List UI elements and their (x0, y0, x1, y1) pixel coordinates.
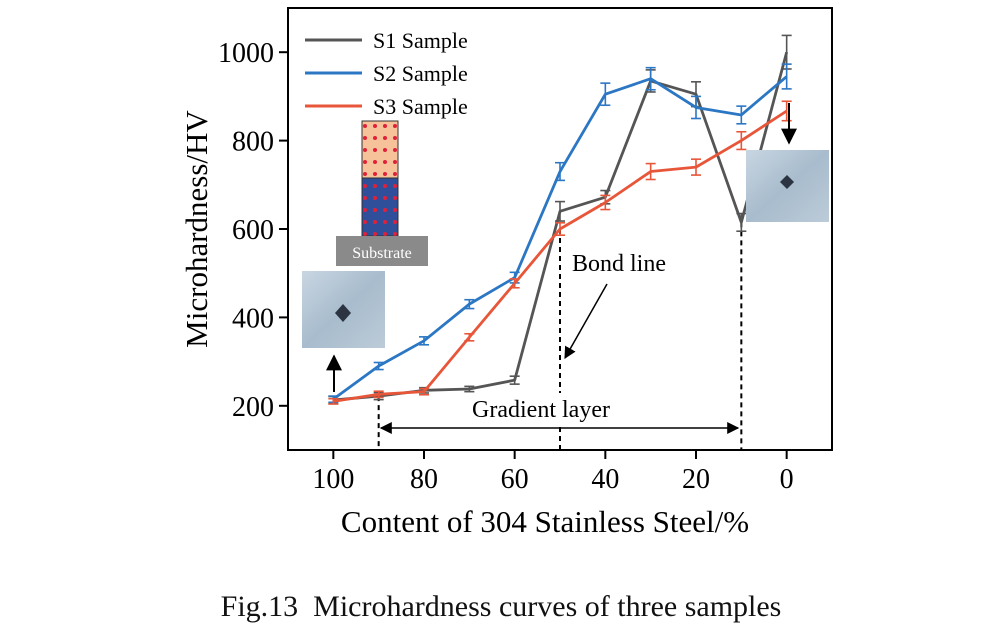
series-layer (328, 34, 792, 405)
error-bar-s3-x100 (328, 397, 339, 405)
x-tick-label-60: 60 (501, 464, 529, 495)
series-3 (328, 100, 792, 405)
x-axis-label: Content of 304 Stainless Steel/% (341, 504, 749, 539)
substrate-label: Substrate (352, 245, 412, 262)
indent-mark-left (335, 304, 351, 322)
micrograph-left (302, 271, 385, 348)
error-bar-s3-x80 (419, 387, 429, 396)
error-bar-s2-x70 (464, 298, 475, 310)
x-tick-label-80: 80 (410, 464, 438, 495)
error-bar-s3-x70 (464, 332, 475, 342)
sample-schematic: Substrate (336, 120, 428, 266)
bond-line-arrow (564, 283, 608, 360)
y-tick-label-800: 800 (232, 127, 274, 158)
error-bar-s3-x20 (691, 158, 701, 176)
y-axis-ticks: 200 400 600 800 1000 (218, 38, 288, 423)
x-tick-label-100: 100 (312, 464, 354, 495)
y-tick-label-600: 600 (232, 215, 274, 246)
legend-label-s3: S3 Sample (373, 94, 468, 119)
caption-label: Fig.13 (220, 590, 299, 623)
error-bar-s2-x50 (555, 161, 565, 182)
error-bar-s2-x90 (373, 361, 384, 371)
error-bar-s1-x50 (555, 200, 565, 222)
error-bar-s3-x0 (781, 100, 792, 122)
schematic-top-dots (362, 121, 398, 178)
error-bar-s3-x90 (373, 390, 384, 399)
error-bar-s2-x10 (736, 105, 747, 125)
error-bar-s2-x20 (691, 95, 701, 120)
error-bar-s1-x10 (736, 212, 747, 233)
figure-caption: Fig.13 Microhardness curves of three sam… (0, 590, 1002, 624)
error-bar-s2-x30 (645, 66, 656, 91)
error-bar-s3-x10 (736, 130, 747, 151)
legend-label-s1: S1 Sample (373, 28, 468, 53)
error-bar-s1-x60 (509, 375, 520, 385)
error-bar-s1-x70 (464, 385, 475, 393)
x-tick-label-40: 40 (591, 464, 619, 495)
legend-label-s2: S2 Sample (373, 61, 468, 86)
substrate-block (336, 236, 428, 266)
indent-mark-right (780, 175, 794, 189)
y-axis-label: Microhardness/HV (179, 110, 214, 348)
error-bar-s3-x60 (509, 278, 520, 289)
y-tick-label-400: 400 (232, 303, 274, 334)
error-bar-s3-x50 (555, 222, 565, 236)
x-axis-ticks: 100 80 60 40 20 0 (312, 450, 794, 495)
bond-line-label: Bond line (572, 251, 666, 277)
error-bar-s2-x40 (600, 82, 611, 107)
x-tick-label-20: 20 (682, 464, 710, 495)
error-bar-s3-x30 (645, 162, 656, 181)
y-tick-label-1000: 1000 (218, 38, 274, 69)
x-tick-label-0: 0 (780, 464, 794, 495)
series-2 (328, 63, 792, 404)
schematic-bottom-dots (362, 178, 398, 236)
legend: S1 Sample S2 Sample S3 Sample (305, 28, 468, 119)
gradient-label-bg (452, 393, 630, 423)
y-tick-label-200: 200 (232, 392, 274, 423)
caption-text: Microhardness curves of three samples (313, 590, 782, 623)
error-bar-s2-x80 (419, 336, 429, 346)
error-bar-s3-x40 (600, 194, 611, 211)
error-bar-s2-x0 (781, 63, 792, 90)
micrograph-right (746, 150, 829, 222)
gradient-layer-label: Gradient layer (472, 397, 610, 423)
